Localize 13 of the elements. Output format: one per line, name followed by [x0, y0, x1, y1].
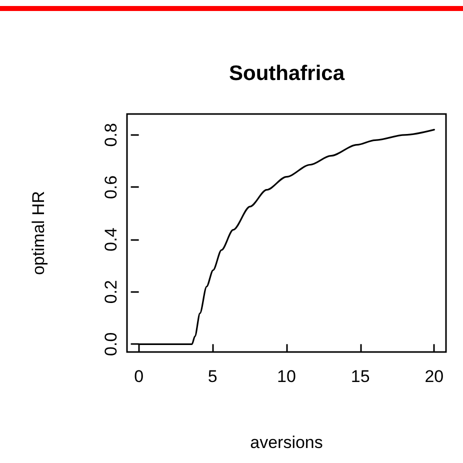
y-tick-label: 0.2 — [102, 280, 120, 304]
y-tick-label: 0.6 — [102, 175, 120, 200]
x-tick-label: 5 — [208, 367, 218, 386]
y-tick-label: 0.0 — [102, 332, 120, 356]
x-tick-label: 0 — [134, 367, 144, 386]
y-tick-label: 0.4 — [102, 228, 120, 252]
x-tick-label: 10 — [277, 367, 296, 386]
x-tick-label: 20 — [424, 367, 444, 386]
x-axis-title: aversions — [250, 433, 323, 452]
y-tick-label: 0.8 — [102, 123, 120, 147]
x-tick-label: 15 — [350, 367, 370, 386]
chart-title: Southafrica — [229, 62, 345, 85]
y-axis-title: optimal HR — [29, 190, 48, 276]
